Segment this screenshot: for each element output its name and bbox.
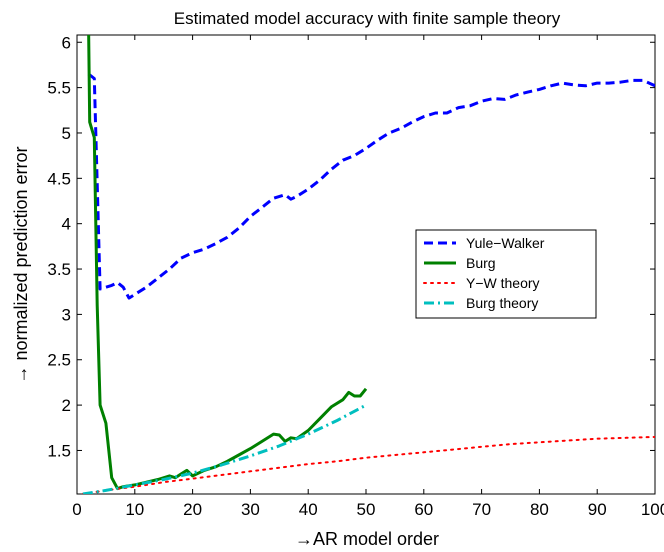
series-line-0	[87, 72, 655, 300]
x-tick-label: 20	[183, 500, 202, 519]
x-tick-label: 70	[472, 500, 491, 519]
y-tick-label: 3.5	[47, 260, 71, 279]
axis-ticks: 0 10 20 30 40 50 60 70 80 90 100 1.5 2 2.5 3 3.5 4 4.5 5 5.…	[47, 33, 664, 519]
series-group	[81, 35, 655, 494]
series-line-3	[82, 403, 367, 494]
x-tick-label: 80	[530, 500, 549, 519]
y-tick-label: 6	[62, 33, 71, 52]
x-tick-label: 60	[414, 500, 433, 519]
x-tick-label: 50	[357, 500, 376, 519]
chart-legend: Yule−Walker Burg Y−W theory Burg theory	[415, 229, 597, 319]
x-tick-label: 0	[72, 500, 81, 519]
x-tick-label: 90	[588, 500, 607, 519]
x-tick-label: 40	[299, 500, 318, 519]
x-tick-label: 10	[125, 500, 144, 519]
legend-label-2: Y−W theory	[466, 275, 540, 291]
legend-label-3: Burg theory	[466, 295, 538, 311]
legend-label-0: Yule−Walker	[466, 235, 545, 251]
y-tick-label: 5	[62, 124, 71, 143]
chart-title: Estimated model accuracy with finite sam…	[174, 9, 561, 28]
x-tick-label: 100	[641, 500, 664, 519]
y-tick-label: 2	[62, 396, 71, 415]
y-tick-label: 2.5	[47, 351, 71, 370]
y-tick-label: 5.5	[47, 79, 71, 98]
y-tick-label: 3	[62, 305, 71, 324]
series-line-2	[81, 435, 655, 494]
legend-label-1: Burg	[466, 255, 496, 271]
y-tick-label: 4.5	[47, 169, 71, 188]
x-tick-label: 30	[241, 500, 260, 519]
x-axis-label: →AR model order	[295, 529, 439, 549]
y-tick-label: 1.5	[47, 441, 71, 460]
y-tick-label: 4	[62, 215, 71, 234]
y-axis-label: → normalized prediction error	[11, 146, 31, 383]
